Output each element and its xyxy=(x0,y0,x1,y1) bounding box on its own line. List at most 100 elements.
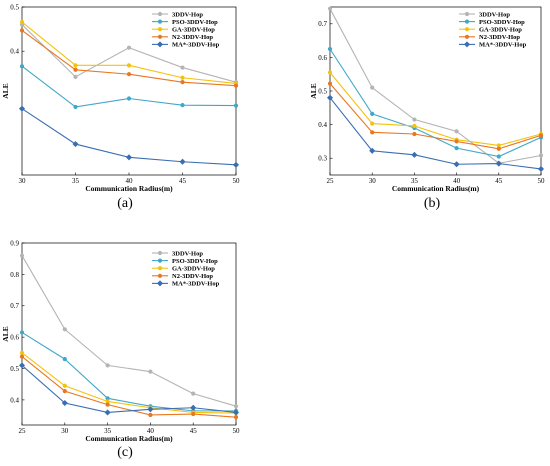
series-n2-3ddv-hop xyxy=(327,81,544,151)
series-line xyxy=(329,72,542,146)
x-tick-label: 45 xyxy=(495,177,503,185)
x-tick-label: 30 xyxy=(369,177,377,185)
data-point xyxy=(19,28,25,33)
series-ma-3ddv-hop xyxy=(18,105,240,168)
data-point xyxy=(495,160,502,167)
legend-marker xyxy=(156,41,164,48)
data-point xyxy=(412,117,417,122)
series-line xyxy=(329,48,542,158)
data-point xyxy=(454,146,459,151)
data-point xyxy=(233,83,239,88)
legend-entry: PSO-3DDV-Hop xyxy=(172,19,218,26)
legend-marker xyxy=(157,19,163,24)
y-tick-label: 0.4 xyxy=(318,121,327,129)
x-tick-label: 40 xyxy=(147,427,155,435)
data-point xyxy=(454,129,459,134)
legend-entry: MA*-3DDV-Hop xyxy=(172,281,220,288)
data-point xyxy=(370,130,375,135)
legend-marker xyxy=(157,34,163,39)
legend-entry: GA-3DDV-Hop xyxy=(172,27,215,34)
legend-marker xyxy=(463,41,471,48)
y-tick-label: 0.9 xyxy=(10,239,19,247)
panel-label: (b) xyxy=(424,196,441,211)
x-tick-label: 45 xyxy=(179,177,187,185)
data-point xyxy=(496,146,501,151)
data-point xyxy=(19,350,25,355)
y-tick-label: 0.8 xyxy=(10,271,19,279)
y-tick-label: 0.4 xyxy=(10,48,19,56)
data-point xyxy=(369,147,376,154)
data-point xyxy=(537,165,545,172)
legend-marker xyxy=(156,280,164,287)
series-line xyxy=(21,331,236,412)
data-point xyxy=(453,161,460,168)
x-tick-label: 45 xyxy=(190,427,198,435)
legend-entry: GA-3DDV-Hop xyxy=(479,27,522,34)
data-point xyxy=(412,131,417,137)
data-point xyxy=(233,415,239,420)
chart-a: 30 35 40 45 50 0.4 0.5 Communication Radius(m) A… xyxy=(1,3,240,211)
data-point xyxy=(179,158,186,165)
y-tick-label: 0.7 xyxy=(10,302,19,310)
data-point xyxy=(190,404,197,411)
series-line xyxy=(21,356,237,418)
data-point xyxy=(411,151,418,158)
legend-marker xyxy=(464,11,470,17)
y-axis-label: ALE xyxy=(309,83,318,98)
data-point xyxy=(147,406,154,413)
series-n2-3ddv-hop xyxy=(19,28,239,88)
data-point xyxy=(61,400,68,407)
y-tick-label: 0.6 xyxy=(318,54,327,62)
x-tick-label: 30 xyxy=(61,427,69,435)
data-point xyxy=(126,96,132,101)
data-point xyxy=(126,72,132,77)
series-n2-3ddv-hop xyxy=(19,354,239,420)
y-axis-label: ALE xyxy=(1,326,10,341)
legend-entry: MA*-3DDV-Hop xyxy=(172,42,220,49)
data-point xyxy=(454,139,459,144)
data-point xyxy=(18,362,26,369)
data-point xyxy=(19,354,25,359)
legend-marker xyxy=(157,11,163,17)
data-point xyxy=(412,123,417,129)
panel-label: (a) xyxy=(117,196,133,211)
data-point xyxy=(191,411,196,417)
legend-marker xyxy=(157,258,163,263)
legend-entry: 3DDV-Hop xyxy=(172,250,203,257)
data-point xyxy=(496,154,501,159)
data-point xyxy=(180,80,185,85)
data-point xyxy=(191,391,196,396)
x-axis-label: Communication Radius(m) xyxy=(392,184,480,193)
data-point xyxy=(232,161,240,168)
data-point xyxy=(370,85,375,90)
legend-marker xyxy=(157,273,163,278)
data-point xyxy=(232,409,240,416)
legend: 3DDV-HopPSO-3DDV-HopGA-3DDV-HopN2-3DDV-H… xyxy=(459,11,527,49)
y-tick-label: 0.7 xyxy=(318,20,327,28)
series-line xyxy=(21,352,237,414)
series-line xyxy=(21,364,237,414)
series-pso-3ddv-hop xyxy=(19,64,239,110)
x-tick-label: 50 xyxy=(538,177,546,185)
y-tick-label: 0.5 xyxy=(10,3,19,11)
x-axis-label: Communication Radius(m) xyxy=(85,184,173,193)
data-point xyxy=(148,369,153,374)
legend-entry: PSO-3DDV-Hop xyxy=(172,258,218,265)
x-tick-label: 30 xyxy=(19,177,27,185)
data-point xyxy=(538,153,544,158)
data-point xyxy=(62,357,67,362)
x-tick-label: 50 xyxy=(233,177,241,185)
data-point xyxy=(73,74,78,79)
chart-c: 25 30 35 40 45 50 0.4 0.5 0.6 0.7 0.8 0.9 Communicat… xyxy=(1,239,240,460)
series-ma-3ddv-hop xyxy=(18,362,240,416)
data-point xyxy=(125,154,133,161)
x-tick-label: 35 xyxy=(104,427,112,435)
data-point xyxy=(73,63,78,68)
series-line xyxy=(329,83,542,150)
x-tick-label: 25 xyxy=(19,427,27,435)
data-point xyxy=(104,409,111,416)
y-tick-label: 0.6 xyxy=(10,334,19,342)
data-point xyxy=(327,6,333,11)
data-point xyxy=(126,63,132,68)
